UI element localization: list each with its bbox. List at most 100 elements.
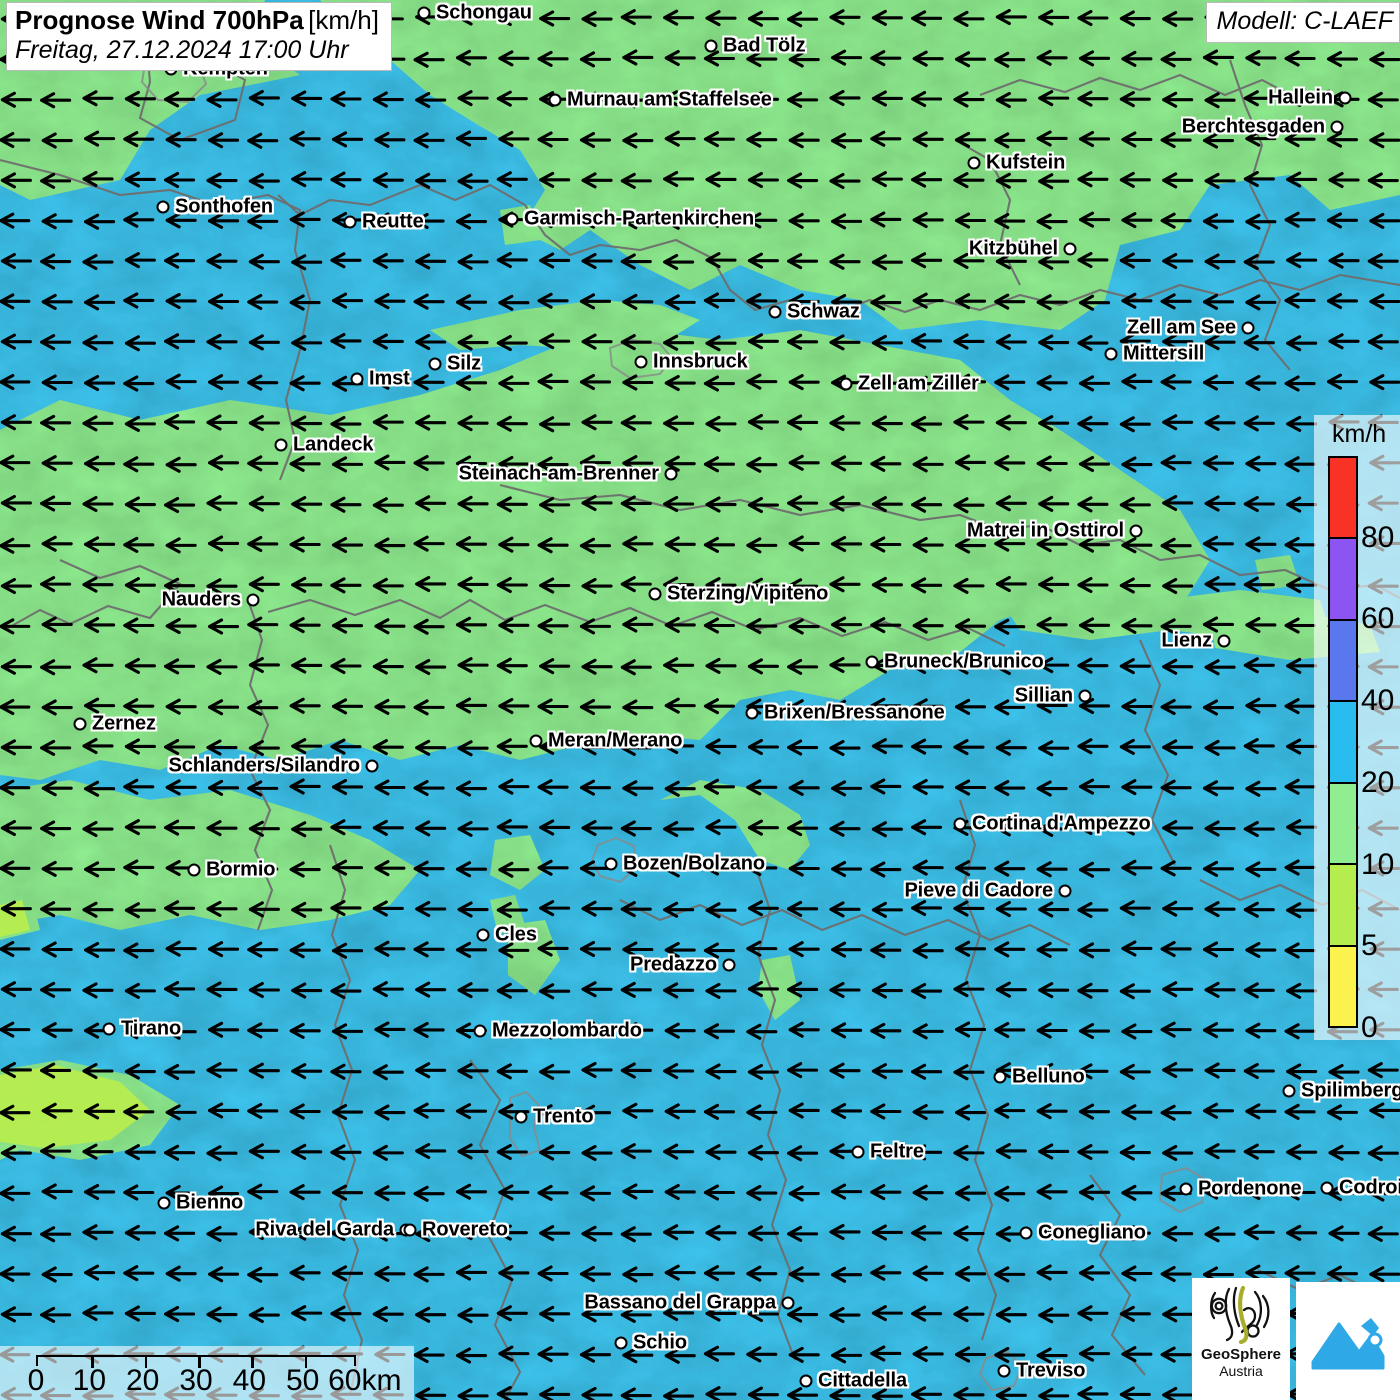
- city-dot-icon: [403, 1223, 417, 1237]
- city-dot-icon: [476, 928, 490, 942]
- city-dot-icon: [993, 1070, 1007, 1084]
- city-dot-icon: [365, 759, 379, 773]
- city-label: Landeck: [293, 433, 374, 456]
- legend-tick-label: 0: [1361, 1011, 1378, 1044]
- city-label: Codroipo: [1339, 1176, 1400, 1199]
- city-dot-icon: [102, 1022, 116, 1036]
- city-dot-icon: [1078, 689, 1092, 703]
- legend-band: [1330, 620, 1356, 703]
- city-dot-icon: [614, 1336, 628, 1350]
- legend-band: [1330, 539, 1356, 621]
- city-label: Nauders: [161, 588, 241, 611]
- city-dot-icon: [1241, 321, 1255, 335]
- city-label: Kitzbühel: [968, 237, 1058, 260]
- city-label: Sterzing/Vipiteno: [667, 582, 829, 605]
- city-dot-icon: [529, 734, 543, 748]
- legend-tick-label: 60: [1361, 602, 1395, 636]
- legend-tick-label: 10: [1361, 847, 1395, 881]
- city-dot-icon: [953, 817, 967, 831]
- city-label: Treviso: [1016, 1359, 1086, 1382]
- city-label: Hallein: [1268, 86, 1333, 109]
- city-dot-icon: [722, 958, 736, 972]
- city-dot-icon: [156, 200, 170, 214]
- city-dot-icon: [548, 93, 562, 107]
- city-label: Tirano: [121, 1017, 182, 1040]
- legend-band: [1330, 783, 1356, 866]
- city-label: Imst: [369, 367, 410, 390]
- city-label: Rovereto: [422, 1218, 508, 1241]
- city-dot-icon: [768, 305, 782, 319]
- city-label: Steinach-am-Brenner: [458, 462, 659, 485]
- legend-band: [1330, 702, 1356, 784]
- city-label: Conegliano: [1038, 1221, 1146, 1244]
- city-label: Brixen/Bressanone: [764, 701, 945, 724]
- city-label: Reutte: [362, 210, 424, 233]
- mountain-arrow-logo: [1296, 1282, 1400, 1400]
- scale-bar-label: 40: [232, 1364, 267, 1397]
- city-dot-icon: [473, 1024, 487, 1038]
- geosphere-name: GeoSphere: [1200, 1346, 1282, 1363]
- scale-bar-label: 60km: [328, 1364, 402, 1397]
- city-dot-icon: [604, 857, 618, 871]
- city-dot-icon: [839, 377, 853, 391]
- scale-bar-tick: [144, 1357, 148, 1368]
- city-label: Pordenone: [1198, 1177, 1302, 1200]
- city-dot-icon: [1330, 120, 1344, 134]
- scale-bar: 0 10 20 30 40 50 60km: [0, 1346, 414, 1400]
- mountain-arrow-icon: [1311, 1318, 1385, 1370]
- forecast-title-line: Prognose Wind 700hPa [km/h]: [15, 5, 379, 35]
- city-label: Zell am See: [1127, 316, 1236, 339]
- city-dot-icon: [417, 6, 431, 20]
- city-dot-icon: [1179, 1182, 1193, 1196]
- city-dot-icon: [1058, 884, 1072, 898]
- model-label: Modell: C-LAEF: [1205, 2, 1400, 43]
- scale-bar-tick: [198, 1357, 201, 1368]
- city-label: Feltre: [870, 1140, 924, 1163]
- city-label: Zell am Ziller: [858, 372, 979, 395]
- city-dot-icon: [634, 355, 648, 369]
- scale-bar-label: 50: [285, 1364, 320, 1397]
- page-title: Prognose Wind 700hPa: [15, 5, 304, 35]
- city-label: Zernez: [92, 712, 156, 735]
- city-label: Pieve di Cadore: [904, 879, 1053, 902]
- city-label: Kufstein: [986, 151, 1066, 174]
- legend-bands: [1328, 456, 1358, 1028]
- scale-bar-tick: [91, 1357, 94, 1368]
- city-label: Lienz: [1161, 629, 1212, 652]
- city-dot-icon: [1217, 634, 1231, 648]
- city-dot-icon: [1104, 347, 1118, 361]
- city-label: Spilimbergo: [1301, 1079, 1400, 1102]
- city-dot-icon: [781, 1296, 795, 1310]
- title-unit: [km/h]: [308, 5, 379, 35]
- geosphere-sub: Austria: [1219, 1363, 1263, 1379]
- scale-bar-label: 10: [72, 1364, 107, 1397]
- scale-bar-label: 20: [125, 1364, 160, 1397]
- scale-bar-rule: [36, 1355, 356, 1368]
- legend-tick-label: 80: [1361, 520, 1395, 554]
- city-dot-icon: [1129, 524, 1143, 538]
- city-dot-icon: [350, 372, 364, 386]
- city-dot-icon: [865, 655, 879, 669]
- city-label: Silz: [447, 352, 482, 375]
- city-label: Riva del Garda: [255, 1218, 394, 1241]
- city-dot-icon: [799, 1374, 813, 1388]
- legend-tick-label: 40: [1361, 684, 1395, 718]
- legend-tick-label: 20: [1361, 765, 1395, 799]
- city-label: Garmisch-Partenkirchen: [524, 207, 755, 230]
- city-dot-icon: [514, 1110, 528, 1124]
- city-label: Cortina d'Ampezzo: [972, 812, 1151, 835]
- city-dot-icon: [648, 587, 662, 601]
- legend-band: [1330, 458, 1356, 540]
- legend-tick-label: 5: [1361, 929, 1378, 963]
- scale-bar-label: 30: [179, 1364, 213, 1397]
- city-label: Mittersill: [1123, 342, 1205, 365]
- legend-band: [1330, 946, 1356, 1026]
- city-label: Bassano del Grappa: [584, 1291, 776, 1314]
- city-dot-icon: [851, 1145, 865, 1159]
- city-label: Sillian: [1014, 684, 1073, 707]
- city-dot-icon: [343, 215, 357, 229]
- city-dot-icon: [997, 1364, 1011, 1378]
- forecast-datetime: Freitag, 27.12.2024 17:00 Uhr: [15, 36, 349, 65]
